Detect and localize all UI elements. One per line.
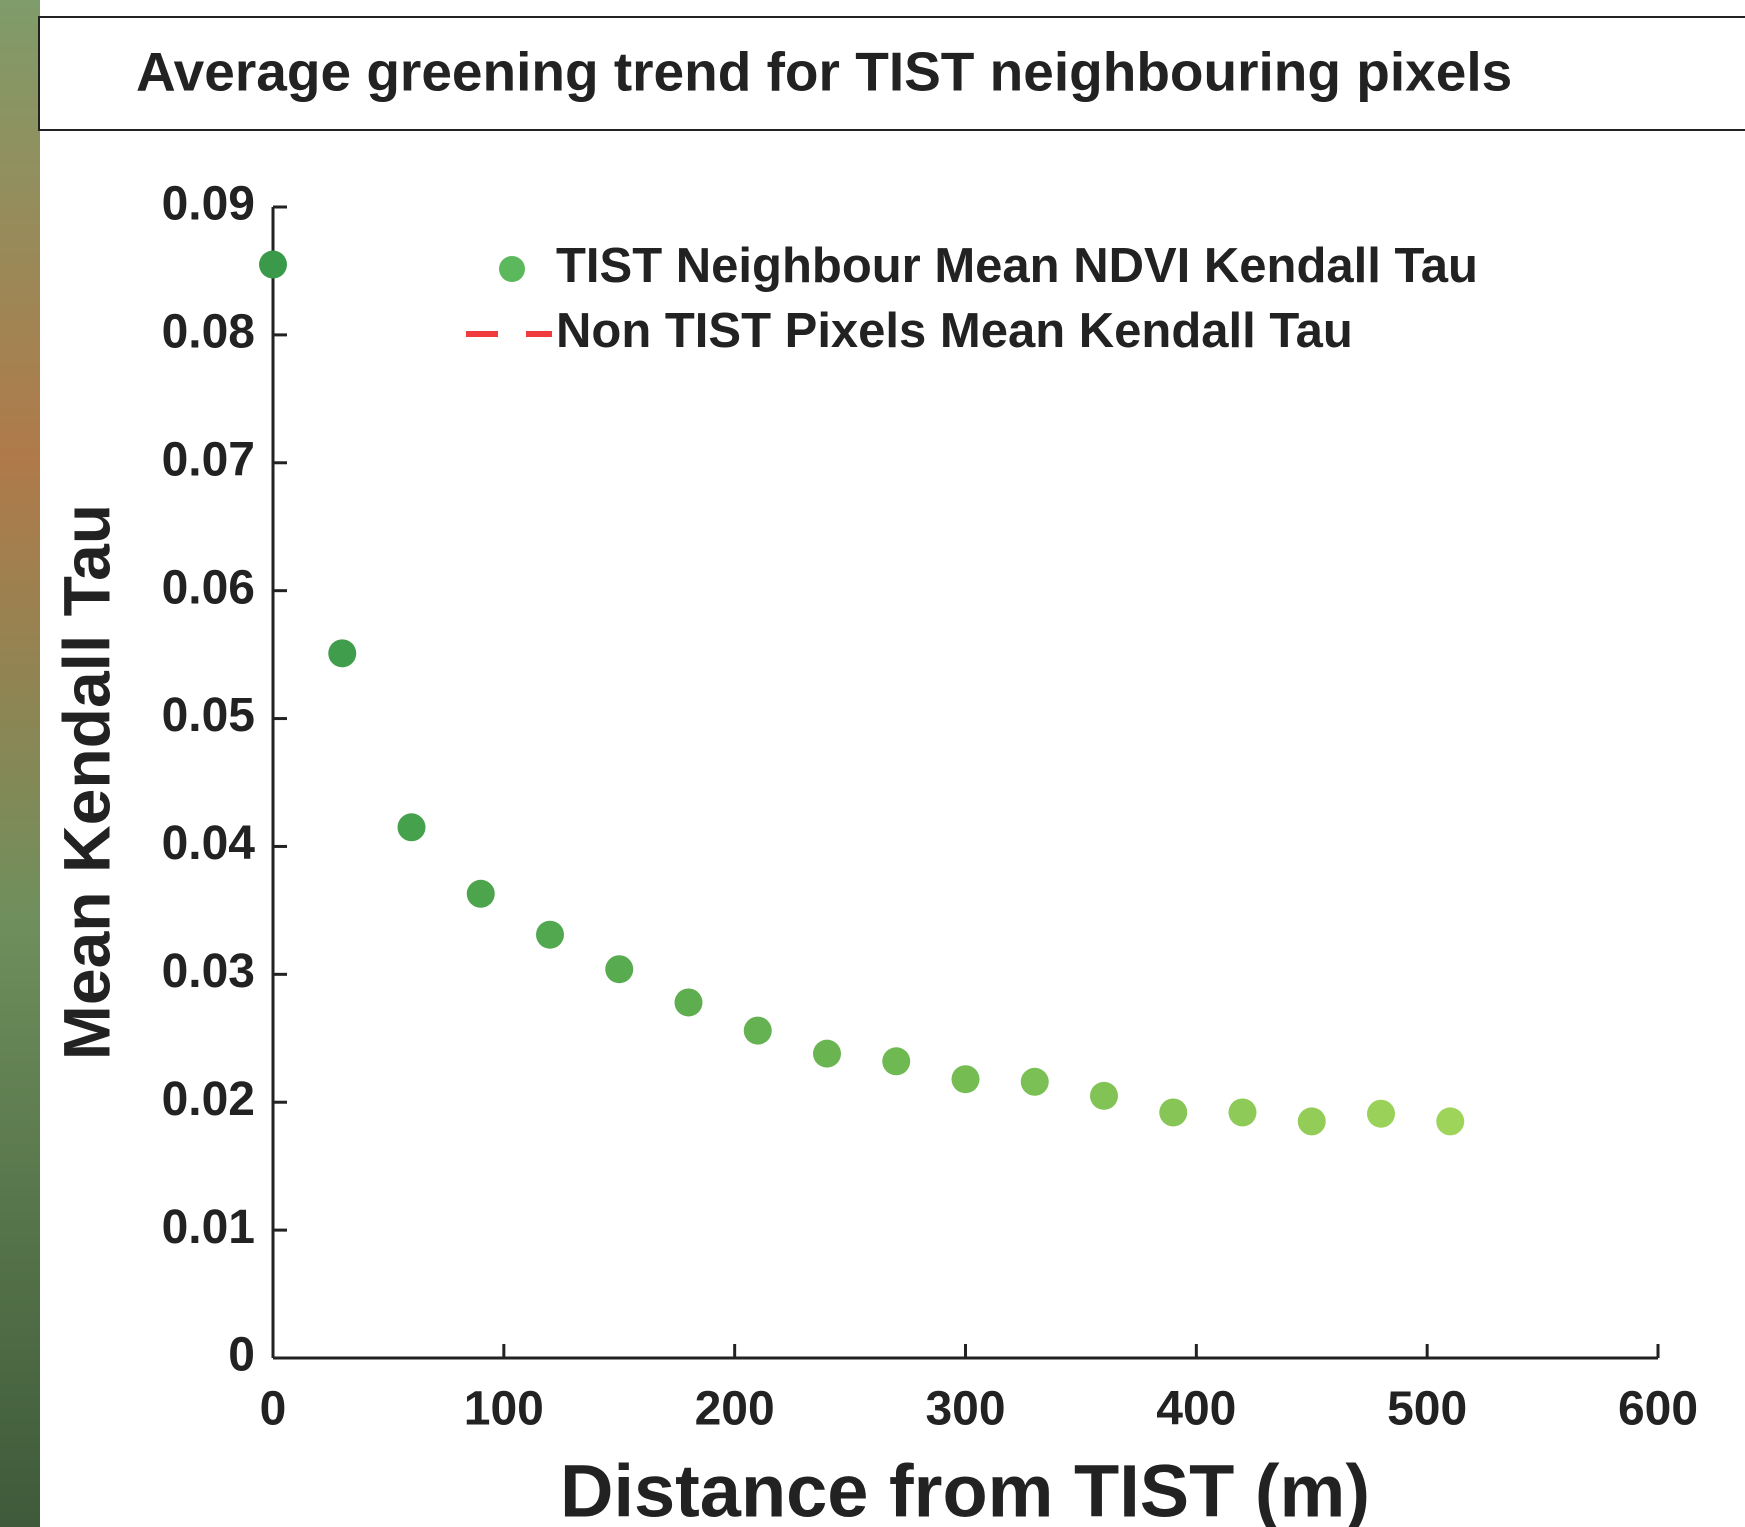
y-tick-label: 0.06 (162, 561, 255, 614)
data-point (1367, 1099, 1395, 1128)
y-tick-label: 0.07 (162, 433, 255, 486)
x-tick-label: 600 (1618, 1383, 1698, 1436)
data-point (1228, 1098, 1257, 1127)
y-tick-label: 0.01 (162, 1201, 255, 1254)
data-point (1090, 1081, 1118, 1110)
data-point (1297, 1107, 1326, 1136)
x-tick-label: 500 (1387, 1383, 1467, 1436)
panel (40, 0, 1745, 1527)
data-point (397, 813, 426, 842)
chart-title: Average greening trend for TIST neighbou… (136, 41, 1512, 103)
data-point (1020, 1067, 1049, 1096)
data-point (813, 1039, 841, 1068)
y-tick-label: 0 (228, 1329, 255, 1382)
data-point (674, 988, 703, 1017)
y-tick-label: 0.02 (162, 1073, 255, 1126)
data-point (466, 879, 495, 908)
y-tick-label: 0.08 (162, 306, 255, 359)
data-point (1436, 1107, 1465, 1136)
x-tick-label: 0 (260, 1383, 287, 1436)
data-point (882, 1047, 911, 1076)
data-point (259, 250, 287, 279)
legend-label: Non TIST Pixels Mean Kendall Tau (556, 304, 1353, 358)
x-tick-label: 300 (925, 1383, 1005, 1436)
data-point (536, 920, 564, 949)
x-axis-label: Distance from TIST (m) (560, 1450, 1370, 1527)
x-tick-label: 200 (695, 1383, 775, 1436)
y-tick-label: 0.09 (162, 178, 255, 231)
title-box (38, 16, 1745, 131)
y-tick-label: 0.03 (162, 945, 255, 998)
data-point (1159, 1098, 1188, 1127)
data-point (605, 955, 634, 984)
data-point (743, 1016, 772, 1045)
legend-label: TIST Neighbour Mean NDVI Kendall Tau (556, 239, 1478, 293)
data-point (951, 1065, 980, 1094)
y-axis-label: Mean Kendall Tau (49, 504, 123, 1060)
y-tick-label: 0.05 (162, 689, 255, 742)
y-tick-label: 0.04 (162, 817, 256, 870)
x-tick-label: 400 (1156, 1383, 1236, 1436)
data-point (328, 639, 357, 668)
legend-marker (499, 256, 525, 282)
x-tick-label: 100 (464, 1383, 544, 1436)
background-photo (0, 0, 40, 1527)
